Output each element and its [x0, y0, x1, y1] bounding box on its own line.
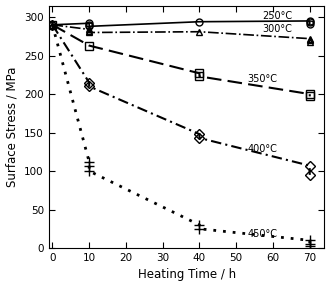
Text: 450°C: 450°C: [247, 229, 277, 239]
X-axis label: Heating Time / h: Heating Time / h: [138, 268, 236, 282]
Text: 250°C: 250°C: [262, 11, 292, 21]
Y-axis label: Surface Stress / MPa: Surface Stress / MPa: [6, 67, 18, 187]
Text: 350°C: 350°C: [247, 74, 277, 84]
Text: 300°C: 300°C: [262, 24, 292, 34]
Text: 400°C: 400°C: [247, 144, 277, 154]
